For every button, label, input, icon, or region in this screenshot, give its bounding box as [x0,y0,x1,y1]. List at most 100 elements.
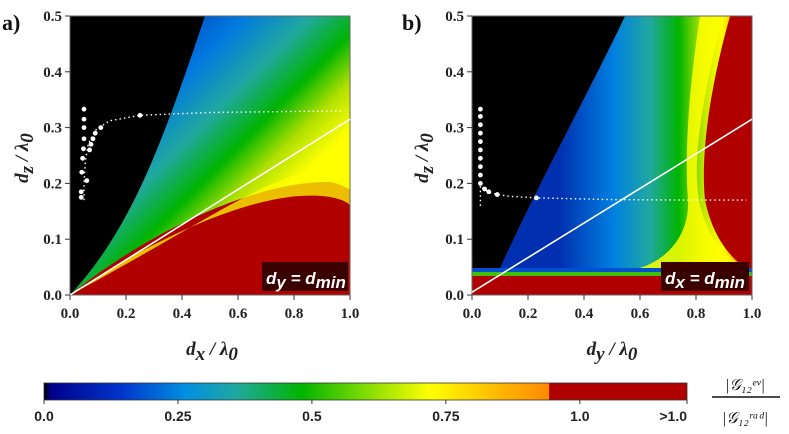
plot-a-dot-3 [80,155,85,161]
colorbar-ratio-numerator: |𝒢₁₂ᵉᵛ| [725,377,765,394]
plot-a-dot-5 [81,136,87,142]
colorbar-ratio-denominator: |𝒢₁₂ʳᵃᵈ| [722,410,768,427]
plot-b-dot-2 [478,122,483,128]
plot-a-dotted-curve [83,110,345,201]
plot-b-ytick-label-1: 0.1 [445,232,464,248]
plot-b-white-line [471,118,753,293]
plot-a-dot-10 [87,147,92,153]
plot-b-dot-5 [478,147,483,153]
plot-a-dots [78,106,143,200]
plot-a-dot-4 [81,146,86,152]
plot-b-dot-0 [478,106,483,112]
plot-b-annotation-box [661,262,749,291]
plot-b-annotation: dx = dmin [665,269,745,292]
plot-a-ytick-label-1: 0.1 [43,232,62,248]
plot-b-dot-11 [486,189,492,195]
plot-b-dot-12 [494,192,500,197]
plot-a-xtick-label-5: 1.0 [341,306,360,322]
heatmap-b [472,16,752,295]
plot-a-dot-14 [98,125,104,130]
plot-b-ytick-label-5: 0.5 [445,9,464,25]
plot-b-xlabel: dy / λ0 [587,339,638,365]
plot-a-ytick-label-4: 0.4 [43,65,62,81]
plot-a-xtick-label-0: 0.0 [61,306,80,322]
plot-a-annotation-box [262,262,348,291]
plot-a-ytick-label-2: 0.2 [43,176,62,192]
plot-b-ytick-label-0: 0.0 [445,288,464,304]
panel-a-label: a) [2,10,20,35]
annotation-a-var2: d [305,269,316,288]
plot-a-dot-13 [92,130,98,136]
plot-b-dot-9 [478,181,483,186]
plot-b-ytick-label-3: 0.3 [445,121,464,137]
plot-b-ylabel: dz / λ0 [412,133,438,183]
plot-b-xtick-label-4: 0.8 [687,306,706,322]
plot-a-annotation: dy = dmin [266,269,346,292]
heatmap-a-yellow-band [70,169,350,295]
plot-a-dot-7 [81,116,87,122]
plot-b-dot-13 [534,195,539,201]
colorbar-tick-label-0: 0.0 [34,408,54,424]
plot-b-dots [478,106,539,201]
plot-b-ytick-label-4: 0.4 [445,65,464,81]
heatmap-a [70,16,350,295]
plot-a-dot-12 [90,136,96,142]
panel-b: dx = dmin 0.0 0.2 0.4 0.6 0.8 1.0 0.00.10.20.… [402,9,761,365]
plot-b-dot-1 [478,114,483,119]
plot-b-xtick-label-3: 0.6 [631,306,650,322]
plot-a-y-ticks: 0.0 0.1 0.2 0.3 0.4 0.5 [43,9,70,304]
plot-b-dot-3 [478,130,483,136]
heatmap-b-bottom-blue-band [472,268,752,272]
colorbar-tick-label-3: 0.75 [432,408,459,424]
plot-a-ytick-label-3: 0.3 [43,121,62,137]
colorbar-tick-label-5: >1.0 [659,408,687,424]
plot-a-xlabel: dx / λ0 [186,339,238,365]
plot-a-xtick-label-2: 0.4 [173,306,192,322]
plot-b-dot-6 [478,155,483,161]
plot-b-xtick-label-2: 0.4 [575,306,594,322]
plot-a-dot-0 [78,194,84,200]
plot-b-dot-4 [478,139,483,144]
plot-a-dot-11 [88,141,94,147]
heatmap-b-black-region [472,16,625,268]
plot-a-dot-6 [81,125,87,130]
plot-a-white-line [69,118,351,296]
plot-b-dot-8 [478,172,483,178]
plot-b-dot-10 [482,186,487,192]
colorbar-tick-label-2: 0.5 [302,408,322,424]
plot-a-dot-2 [79,169,85,175]
colorbar: 0.0 0.25 0.5 0.75 1.0 >1.0 |𝒢₁₂ᵉᵛ| |𝒢₁₂ʳᵃᵈ| [34,377,780,427]
colorbar-tick-label-4: 1.0 [570,408,590,424]
plot-b-xtick-label-1: 0.2 [519,306,538,322]
plot-a-ytick-label-5: 0.5 [43,9,62,25]
plot-b-ytick-label-2: 0.2 [445,176,464,192]
heatmap-b-bottom-green-band [472,272,752,276]
plot-a-x-ticks: 0.0 0.2 0.4 0.6 0.8 1.0 [61,295,360,322]
plot-a-ylabel: dz / λ0 [12,133,38,183]
plot-a-ytick-label-0: 0.0 [43,288,62,304]
plot-b-y-ticks: 0.0 0.1 0.2 0.3 0.4 0.5 [445,9,472,304]
plot-a-dot-15 [137,112,143,118]
plot-b-xtick-label-0: 0.0 [463,306,482,322]
annotation-a-var: d [266,269,277,288]
plot-b-dot-7 [478,164,483,170]
plot-b-x-ticks: 0.0 0.2 0.4 0.6 0.8 1.0 [463,295,762,322]
heatmap-b-yellow-band [630,16,752,276]
annotation-a-eq: = [286,269,305,288]
panel-b-label: b) [402,10,422,35]
plot-a-xtick-label-1: 0.2 [117,306,136,322]
plot-b-frame [471,15,753,296]
plot-b-dotted-curve [479,183,747,206]
plot-a-xtick-label-4: 0.8 [285,306,304,322]
plot-b-xtick-label-5: 1.0 [743,306,762,322]
panel-a: dy = dmin 0.0 0.2 0.4 0.6 0.8 1.0 0.00.10.20.… [2,9,359,365]
plot-a-dot-8 [81,106,87,112]
plot-a-frame [69,15,351,296]
plot-a-xtick-label-3: 0.6 [229,306,248,322]
colorbar-tick-label-1: 0.25 [164,408,191,424]
plot-a-dot-9 [84,178,90,184]
annotation-a-sub2: min [316,273,346,292]
heatmap-a-black-region [70,16,205,295]
colorbar-ticks: 0.0 0.25 0.5 0.75 1.0 >1.0 [34,400,688,424]
